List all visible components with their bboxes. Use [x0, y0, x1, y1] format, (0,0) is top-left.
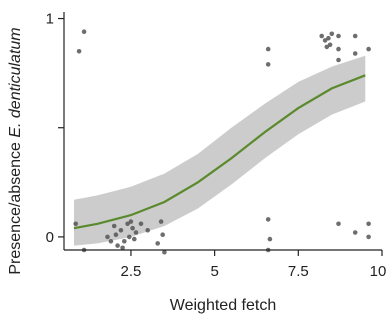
- data-point: [118, 228, 124, 233]
- data-point: [122, 239, 127, 244]
- data-points: [73, 29, 371, 255]
- data-point: [336, 221, 341, 227]
- y-axis-label: Presence/absence E. denticulatum: [7, 27, 24, 274]
- data-point: [352, 230, 358, 235]
- data-point: [108, 239, 114, 244]
- data-point: [366, 46, 371, 52]
- data-point: [105, 234, 110, 240]
- data-point: [115, 243, 120, 248]
- data-point: [329, 31, 335, 37]
- data-point: [162, 249, 167, 255]
- data-point: [127, 234, 132, 240]
- data-point: [352, 33, 358, 39]
- data-point: [125, 221, 130, 227]
- y-axis-label-species: E. denticulatum: [7, 27, 24, 137]
- x-axis-label: Weighted fetch: [170, 297, 276, 314]
- data-point: [138, 221, 144, 227]
- data-point: [132, 236, 137, 242]
- x-tick-label: 5: [210, 263, 218, 280]
- data-point: [322, 38, 328, 43]
- data-point: [265, 46, 271, 52]
- data-point: [319, 33, 325, 39]
- data-point: [327, 42, 333, 48]
- data-point: [113, 232, 119, 237]
- data-point: [324, 44, 330, 50]
- data-point: [76, 49, 82, 54]
- data-point: [81, 29, 87, 34]
- data-point: [160, 232, 165, 237]
- confidence-band: [74, 55, 366, 246]
- fitted-curve: [73, 74, 366, 230]
- data-point: [265, 62, 271, 67]
- data-point: [155, 241, 160, 246]
- data-point: [326, 35, 331, 41]
- data-point: [366, 221, 371, 227]
- data-point: [133, 230, 139, 235]
- data-point: [352, 51, 358, 56]
- x-tick-label: 10: [370, 263, 387, 280]
- data-point: [130, 225, 135, 231]
- data-point: [120, 245, 125, 251]
- data-point: [267, 236, 273, 242]
- data-point: [366, 234, 371, 240]
- data-point: [336, 46, 341, 52]
- y-tick-label: 1: [46, 11, 54, 28]
- data-point: [73, 221, 78, 227]
- y-axis-ticks: 01: [46, 11, 64, 246]
- data-point: [336, 57, 341, 63]
- x-axis-ticks: 2.5 5 7.5 10: [121, 250, 387, 280]
- data-point: [145, 228, 150, 233]
- data-point: [265, 217, 271, 222]
- y-tick-label: 0: [46, 229, 54, 246]
- data-point: [111, 223, 117, 229]
- x-tick-label: 7.5: [288, 263, 309, 280]
- y-axis-label-prefix: Presence/absence: [7, 138, 24, 275]
- x-tick-label: 2.5: [121, 263, 142, 280]
- data-point: [158, 219, 164, 224]
- data-point: [128, 219, 134, 224]
- data-point: [336, 33, 341, 39]
